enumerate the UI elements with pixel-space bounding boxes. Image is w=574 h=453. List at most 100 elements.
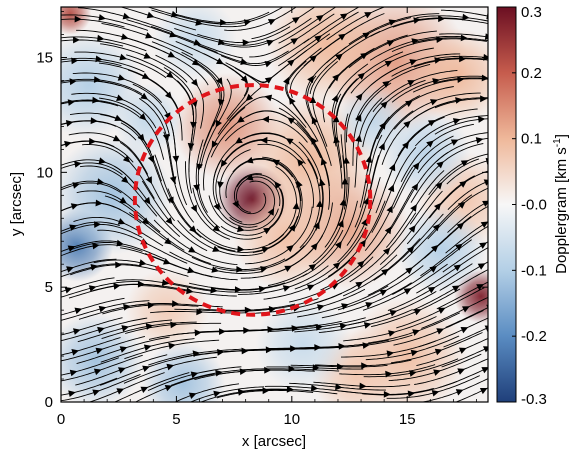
flow-arrow — [74, 15, 82, 23]
flow-arrow — [481, 74, 488, 82]
flow-arrow — [123, 303, 131, 311]
flow-arrow — [119, 53, 127, 61]
flow-arrow — [435, 182, 443, 190]
flow-arrow — [67, 245, 76, 252]
flow-arrow — [317, 304, 325, 311]
flow-arrow — [237, 245, 245, 253]
flow-arrow — [412, 162, 420, 170]
flow-arrow — [316, 15, 324, 22]
flow-arrow — [292, 17, 300, 24]
flow-arrow — [115, 261, 123, 269]
flow-arrow — [363, 322, 372, 329]
flow-arrow — [216, 77, 223, 85]
flow-arrow — [245, 93, 254, 102]
flow-arrow — [458, 347, 467, 354]
flow-arrow — [307, 75, 314, 84]
flow-arrow — [459, 55, 467, 63]
flow-arrow — [296, 180, 303, 188]
flow-arrow — [337, 219, 344, 228]
flow-arrow — [93, 76, 102, 83]
flow-arrow — [261, 115, 269, 123]
flow-arrow — [457, 201, 466, 209]
streamline — [446, 160, 488, 185]
flow-arrow — [335, 241, 342, 249]
flow-arrow — [186, 287, 194, 295]
flow-arrow — [164, 237, 172, 245]
flow-arrow — [462, 13, 470, 21]
flow-arrow — [212, 224, 221, 232]
flow-arrow — [459, 180, 467, 188]
flow-arrow — [361, 218, 368, 227]
flow-arrow — [267, 208, 275, 216]
flow-arrow — [340, 13, 348, 20]
y-tick-label: 15 — [36, 50, 53, 67]
flow-arrow — [140, 92, 148, 100]
flow-arrow — [478, 116, 486, 123]
flow-arrow — [73, 328, 81, 335]
flow-arrow — [456, 222, 465, 230]
flow-arrow — [309, 55, 317, 63]
flow-arrow — [339, 198, 347, 206]
flow-arrow — [306, 284, 315, 291]
flow-arrow — [241, 347, 249, 355]
flow-arrow — [284, 265, 293, 272]
flow-arrow — [98, 157, 107, 165]
flow-arrow — [412, 329, 420, 336]
flow-arrow — [332, 262, 341, 270]
flow-arrow — [164, 385, 173, 392]
flow-arrow — [88, 285, 97, 292]
flow-arrow — [476, 284, 484, 291]
colorbar-tick-label: -0.1 — [521, 262, 547, 279]
doppler-blob — [396, 205, 487, 296]
flow-arrow — [235, 137, 243, 144]
flow-arrow — [378, 142, 385, 151]
flow-arrow — [161, 279, 170, 286]
colorbar-tick-label: 0.1 — [521, 131, 542, 148]
doppler-blob — [141, 341, 226, 402]
flow-arrow — [260, 266, 268, 273]
flow-arrow — [258, 285, 267, 293]
flow-arrow — [386, 205, 393, 214]
y-axis-label: y [arcsec] — [8, 172, 25, 236]
flow-arrow — [162, 133, 170, 142]
flow-arrow — [187, 266, 195, 274]
flow-arrow — [436, 161, 444, 169]
flow-arrow — [263, 227, 271, 235]
flow-arrow — [140, 386, 149, 393]
flow-arrow — [359, 382, 367, 390]
flow-arrow — [386, 40, 395, 47]
flow-arrow — [386, 350, 395, 358]
flow-arrow — [297, 158, 305, 167]
flow-arrow — [460, 34, 468, 42]
flow-arrow — [484, 33, 488, 40]
flow-arrow — [234, 286, 242, 293]
colorbar-label: Dopplergram [km s-1] — [552, 134, 570, 274]
flow-arrow — [274, 181, 282, 189]
flow-arrow — [437, 307, 446, 314]
flow-arrow — [243, 19, 252, 26]
flow-arrow — [210, 286, 218, 294]
flow-arrow — [389, 310, 398, 317]
flow-arrow — [379, 289, 388, 296]
flow-arrow — [452, 285, 460, 292]
flow-arrow — [260, 136, 268, 144]
flow-arrow — [462, 306, 470, 313]
flow-arrow — [93, 368, 102, 376]
flow-arrow — [452, 118, 461, 125]
flow-arrow — [113, 283, 121, 290]
flow-arrow — [193, 39, 202, 46]
flow-arrow — [310, 137, 318, 145]
flow-arrow — [388, 330, 396, 337]
flow-arrow — [432, 223, 440, 232]
flow-arrow — [217, 181, 224, 189]
flow-arrow — [460, 327, 469, 334]
flow-arrow — [315, 324, 323, 331]
flow-arrow — [116, 94, 124, 101]
flow-arrow — [403, 120, 411, 129]
flow-arrow — [430, 99, 438, 106]
flow-arrow — [477, 263, 486, 270]
flow-arrow — [137, 280, 145, 288]
flow-arrow — [407, 80, 415, 87]
flow-arrow — [314, 35, 322, 43]
flow-arrow — [290, 345, 298, 352]
